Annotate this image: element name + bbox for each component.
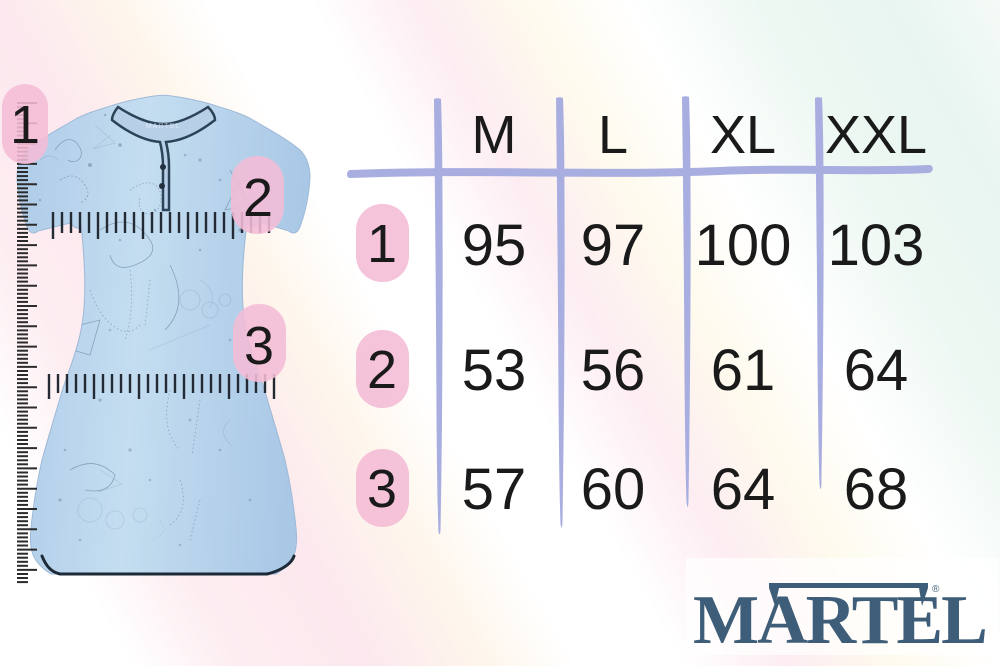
svg-text:XXL: XXL (825, 105, 927, 165)
svg-text:XL: XL (710, 105, 776, 165)
svg-text:61: 61 (711, 338, 776, 403)
svg-text:53: 53 (462, 338, 527, 403)
svg-text:3: 3 (367, 459, 397, 519)
svg-text:MARTEL: MARTEL (693, 582, 986, 659)
svg-text:64: 64 (844, 338, 909, 403)
svg-text:MARTEL: MARTEL (146, 123, 180, 130)
svg-text:60: 60 (581, 457, 646, 522)
svg-text:1: 1 (367, 214, 397, 274)
svg-text:®: ® (932, 584, 940, 595)
svg-text:3: 3 (244, 316, 274, 376)
svg-text:57: 57 (462, 457, 527, 522)
svg-text:L: L (598, 105, 628, 165)
svg-text:2: 2 (243, 168, 273, 228)
svg-text:100: 100 (695, 213, 792, 278)
svg-text:1: 1 (10, 95, 40, 155)
svg-text:68: 68 (844, 457, 909, 522)
svg-text:64: 64 (711, 457, 776, 522)
svg-text:97: 97 (581, 213, 646, 278)
svg-text:56: 56 (581, 338, 646, 403)
svg-text:95: 95 (462, 213, 527, 278)
svg-text:103: 103 (828, 213, 925, 278)
svg-text:M: M (472, 105, 517, 165)
svg-text:2: 2 (367, 340, 397, 400)
